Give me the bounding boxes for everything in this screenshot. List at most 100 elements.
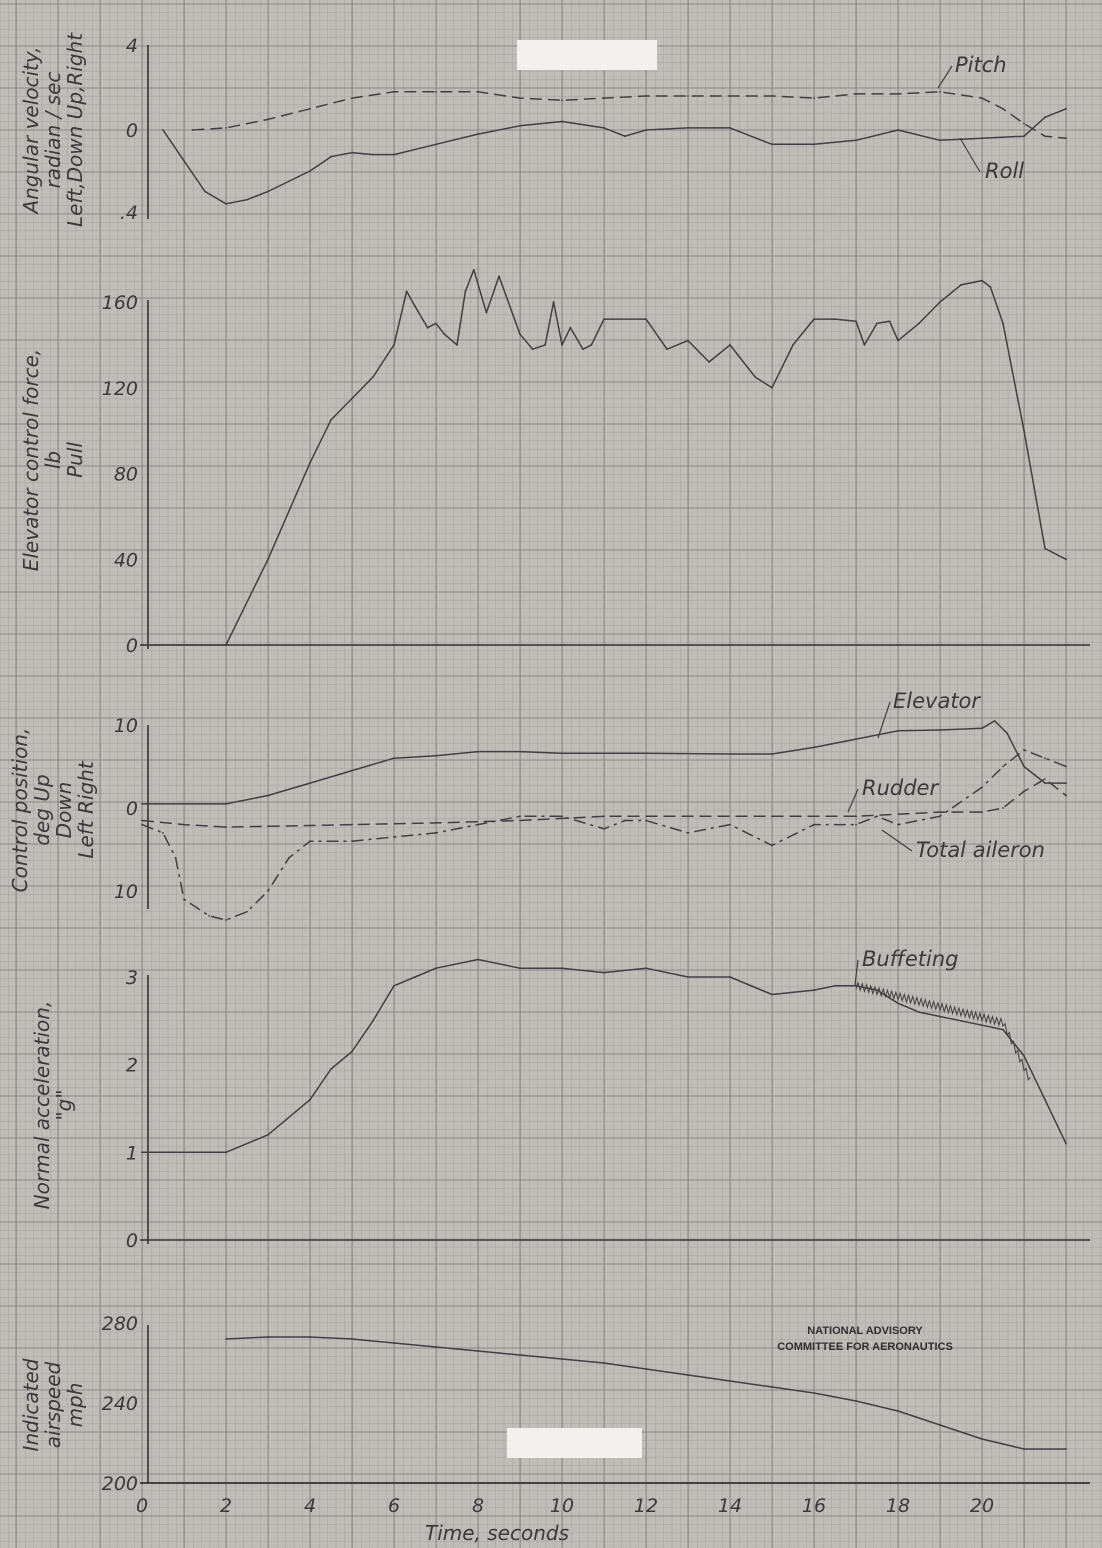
y-axis-label: deg Up bbox=[30, 774, 54, 845]
data-point bbox=[603, 1362, 605, 1364]
data-point bbox=[561, 967, 563, 970]
x-tick-label: 10 bbox=[550, 1495, 574, 1517]
data-point bbox=[876, 989, 878, 991]
data-point bbox=[771, 844, 773, 847]
data-point bbox=[813, 143, 815, 146]
data-point bbox=[225, 202, 227, 205]
data-point bbox=[225, 644, 227, 646]
data-point bbox=[405, 290, 408, 293]
leader-line bbox=[877, 701, 891, 739]
y-tick-label: 2 bbox=[126, 1055, 138, 1077]
y-tick-label: 240 bbox=[102, 1393, 138, 1415]
data-point bbox=[939, 815, 941, 818]
data-point bbox=[208, 915, 211, 917]
data-point bbox=[519, 819, 521, 822]
y-tick-label: 10 bbox=[114, 715, 138, 737]
y-axis-label: airspeed bbox=[41, 1361, 65, 1448]
data-point bbox=[960, 1019, 962, 1022]
data-point bbox=[372, 376, 374, 378]
naca-stamp: NATIONAL ADVISORY COMMITTEE FOR AERONAUT… bbox=[777, 1325, 953, 1353]
data-point bbox=[519, 815, 521, 818]
data-point bbox=[1044, 757, 1046, 760]
data-point bbox=[393, 1342, 395, 1344]
data-point bbox=[834, 984, 836, 987]
y-tick-label: 0 bbox=[126, 635, 138, 657]
x-axis: 0 2 4 6 8 10 12 14 16 18 20 Time, seconds bbox=[136, 1482, 1090, 1545]
data-point bbox=[1002, 807, 1004, 809]
data-point bbox=[754, 376, 757, 378]
x-tick-label: 2 bbox=[220, 1495, 232, 1517]
data-point bbox=[225, 826, 227, 828]
annotation-buffeting: Buffeting bbox=[862, 947, 959, 971]
data-point bbox=[351, 397, 353, 400]
data-point bbox=[456, 344, 458, 346]
data-point bbox=[645, 752, 647, 755]
panel-4: 3 2 1 0 bbox=[126, 958, 1067, 1252]
y-axis-label: Elevator control force, bbox=[19, 349, 43, 572]
data-point bbox=[687, 976, 689, 978]
data-point bbox=[939, 729, 941, 731]
data-point bbox=[981, 1024, 983, 1027]
data-point bbox=[687, 339, 689, 342]
data-point bbox=[771, 1386, 773, 1388]
data-point bbox=[624, 135, 626, 138]
data-point bbox=[141, 803, 143, 805]
x-tick-label: 0 bbox=[136, 1495, 148, 1517]
x-tick-label: 12 bbox=[634, 1495, 658, 1517]
data-point bbox=[876, 322, 878, 325]
data-point bbox=[309, 1336, 311, 1338]
data-point bbox=[183, 898, 185, 901]
leader-line bbox=[881, 829, 913, 852]
data-point bbox=[737, 354, 740, 357]
data-point bbox=[1023, 1055, 1025, 1057]
data-point bbox=[426, 326, 429, 329]
leader-line bbox=[847, 788, 859, 813]
data-point bbox=[393, 153, 395, 156]
data-point bbox=[1065, 107, 1067, 110]
data-point bbox=[645, 129, 647, 131]
data-point bbox=[981, 279, 983, 282]
data-point bbox=[414, 976, 416, 978]
data-point bbox=[225, 803, 227, 805]
data-point bbox=[393, 984, 395, 987]
data-point bbox=[1006, 732, 1009, 735]
data-point bbox=[225, 1338, 227, 1340]
data-point bbox=[141, 1151, 143, 1154]
data-point bbox=[561, 120, 563, 123]
y-axis-label: Left Right bbox=[74, 760, 98, 859]
data-point bbox=[477, 133, 479, 136]
data-point bbox=[330, 1068, 332, 1070]
data-point bbox=[645, 819, 647, 822]
data-point bbox=[745, 365, 748, 368]
y-axis-label: "g" bbox=[52, 1089, 76, 1120]
y-axis-label: Indicated bbox=[19, 1358, 43, 1451]
data-point bbox=[225, 919, 227, 921]
data-point bbox=[855, 815, 857, 818]
annotation-elevator: Elevator bbox=[893, 689, 981, 713]
data-point bbox=[191, 129, 194, 131]
x-tick-label: 14 bbox=[718, 1495, 742, 1517]
data-point bbox=[1065, 137, 1067, 140]
data-point bbox=[288, 856, 290, 859]
data-point bbox=[477, 750, 479, 753]
panel-5: 280 240 200 bbox=[102, 1313, 1067, 1495]
data-point bbox=[309, 461, 311, 464]
x-tick-label: 16 bbox=[802, 1495, 826, 1517]
y-tick-label: 0 bbox=[126, 1230, 138, 1252]
data-point bbox=[1002, 107, 1004, 110]
data-point bbox=[855, 738, 857, 740]
data-point bbox=[897, 1410, 899, 1412]
data-point bbox=[771, 753, 773, 755]
y-tick-label: 10 bbox=[114, 881, 138, 903]
data-point bbox=[267, 794, 269, 797]
data-point bbox=[989, 286, 992, 288]
data-point bbox=[519, 967, 521, 970]
data-point bbox=[687, 95, 689, 97]
y-axis-label: lb bbox=[41, 451, 65, 469]
data-point bbox=[645, 967, 647, 970]
data-point bbox=[183, 823, 185, 826]
data-point bbox=[771, 815, 773, 818]
data-point bbox=[435, 1346, 437, 1348]
data-point bbox=[309, 840, 311, 843]
